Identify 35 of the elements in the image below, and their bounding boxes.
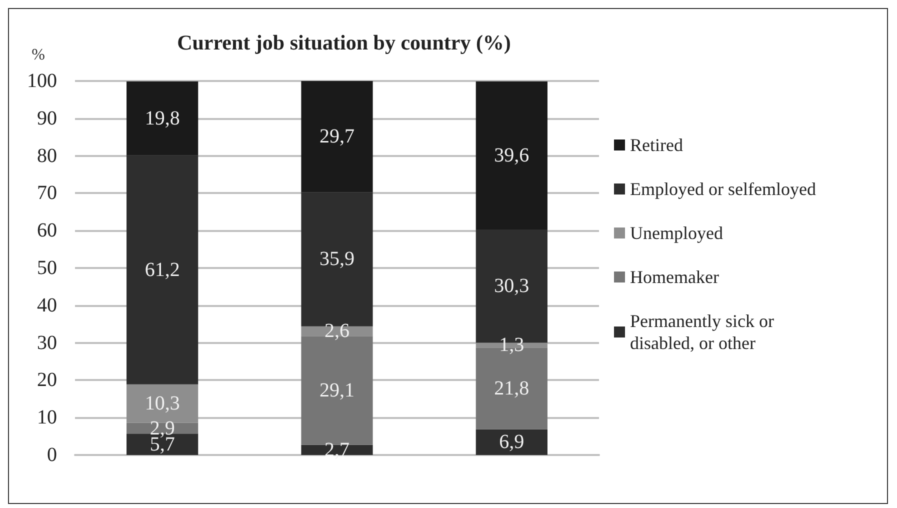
bar <box>126 384 198 423</box>
y-axis-title: % <box>32 46 45 64</box>
bar <box>126 81 198 156</box>
bar <box>301 81 373 192</box>
chart-title: Current job situation by country (%) <box>177 30 511 54</box>
legend-label: Retired <box>630 135 683 155</box>
legend-label: Homemaker <box>630 267 719 287</box>
y-tick-label: 80 <box>37 144 57 167</box>
bar <box>476 81 548 230</box>
data-label: 19,8 <box>144 107 180 130</box>
data-label: 10,3 <box>144 392 180 415</box>
data-label: 29,1 <box>320 379 354 402</box>
y-tick-label: 20 <box>37 369 57 392</box>
data-label: 61,2 <box>144 258 180 281</box>
legend-label: Permanently sick or disabled, or other <box>630 311 778 353</box>
y-tick-label: 10 <box>37 406 57 429</box>
y-tick-label: 30 <box>37 332 57 354</box>
data-label: 39,6 <box>494 144 530 166</box>
data-label: 2,6 <box>324 320 350 342</box>
legend-label: Unemployed <box>630 223 723 243</box>
bar <box>476 429 548 455</box>
y-tick-label: 50 <box>37 257 57 279</box>
data-label: 6,9 <box>499 431 524 454</box>
legend-label: Employed or selfemloyed <box>630 179 816 199</box>
y-tick-label: 100 <box>27 70 57 92</box>
bar <box>126 155 198 384</box>
y-tick-label: 60 <box>37 220 57 242</box>
y-tick-label: 40 <box>37 294 57 316</box>
y-tick-label: 70 <box>37 182 57 204</box>
y-tick-label: 0 <box>47 444 57 466</box>
data-label: 21,8 <box>494 377 530 400</box>
y-tick-label: 90 <box>37 107 57 130</box>
data-label: 30,3 <box>494 275 530 298</box>
data-label: 35,9 <box>320 248 354 270</box>
data-label: 29,7 <box>320 126 354 148</box>
